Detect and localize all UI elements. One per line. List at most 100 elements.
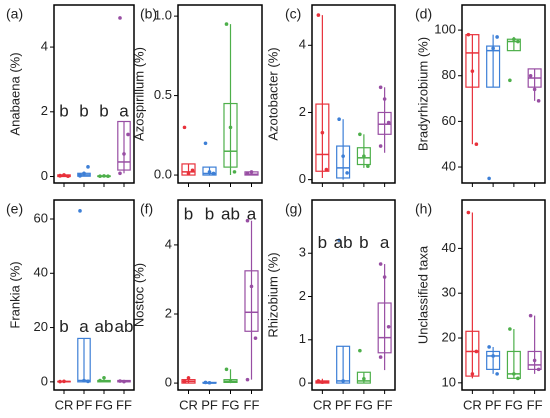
significance-letter: b xyxy=(79,101,88,120)
y-tick-label: 0.0 xyxy=(154,166,172,181)
point xyxy=(316,379,321,383)
box xyxy=(223,102,238,168)
point xyxy=(495,372,499,376)
point xyxy=(358,348,362,353)
point xyxy=(62,379,66,384)
point xyxy=(245,377,250,382)
point xyxy=(324,167,329,172)
point xyxy=(245,171,250,176)
point xyxy=(66,174,70,179)
point xyxy=(182,125,187,130)
point xyxy=(186,171,191,176)
y-tick-label: 4 xyxy=(41,39,48,54)
point xyxy=(224,367,229,372)
point xyxy=(508,78,512,83)
point xyxy=(382,97,387,101)
point xyxy=(386,120,391,125)
point xyxy=(508,327,512,331)
y-axis-label: Frankia (%) xyxy=(7,261,22,328)
point xyxy=(358,132,362,137)
point xyxy=(86,165,90,169)
y-axis-label: Unclassified taxa xyxy=(415,245,430,344)
point xyxy=(203,141,208,146)
point xyxy=(466,210,471,215)
point xyxy=(378,85,383,90)
y-axis-label: Nostoc (%) xyxy=(131,263,146,327)
point xyxy=(203,380,208,385)
y-tick-label: 0 xyxy=(41,373,48,388)
y-tick-label: 0 xyxy=(41,168,48,183)
significance-letter: a xyxy=(247,205,257,224)
plot-frame xyxy=(53,4,135,184)
y-axis-label: Azotobacter (%) xyxy=(265,47,280,140)
plot-frame xyxy=(311,199,396,391)
y-tick-label: 2 xyxy=(165,305,172,320)
x-tick-label: CR xyxy=(313,397,332,412)
point xyxy=(78,209,82,213)
y-tick-label: 1.0 xyxy=(154,8,172,23)
y-axis-label: Azospirillum (%) xyxy=(131,47,146,141)
point xyxy=(337,238,341,243)
point xyxy=(487,345,491,349)
x-tick-label: PF xyxy=(335,397,352,412)
significance-letter: ab xyxy=(221,205,240,224)
point xyxy=(341,154,345,158)
point xyxy=(362,154,366,158)
point xyxy=(78,174,82,178)
significance-letter: b xyxy=(359,233,368,252)
point xyxy=(211,171,216,176)
x-tick-label: CR xyxy=(179,397,198,412)
point xyxy=(118,379,122,383)
point xyxy=(495,35,499,39)
x-tick-label: FG xyxy=(221,397,239,412)
point xyxy=(386,325,391,329)
point xyxy=(86,379,90,384)
point xyxy=(378,144,383,148)
y-tick-label: 4 xyxy=(299,37,306,52)
y-tick-label: 0 xyxy=(165,375,172,390)
box xyxy=(336,145,351,179)
point xyxy=(126,132,130,137)
box xyxy=(506,350,521,379)
point xyxy=(82,378,86,383)
significance-letter: ab xyxy=(334,233,353,252)
y-tick-label: 0 xyxy=(299,171,306,186)
y-tick-label: 80 xyxy=(442,67,456,82)
point xyxy=(58,173,62,178)
point xyxy=(207,170,212,174)
box xyxy=(486,45,501,88)
x-tick-label: FG xyxy=(355,397,373,412)
plot-frame xyxy=(461,199,546,391)
x-tick-label: PF xyxy=(201,397,218,412)
x-tick-label: FG xyxy=(95,397,113,412)
point xyxy=(320,130,325,135)
point xyxy=(532,87,537,92)
y-tick-label: 0.5 xyxy=(154,87,172,102)
point xyxy=(528,73,533,78)
point xyxy=(253,336,258,340)
significance-letter: b xyxy=(184,205,193,224)
point xyxy=(536,99,541,103)
y-tick-label: 10 xyxy=(442,374,456,389)
box xyxy=(486,350,501,370)
y-tick-label: 20 xyxy=(34,319,48,334)
point xyxy=(491,46,495,51)
y-tick-label: 40 xyxy=(34,265,48,280)
point xyxy=(516,39,520,44)
x-tick-label: FF xyxy=(116,397,132,412)
plot-frame xyxy=(53,199,135,391)
point xyxy=(249,284,254,289)
point xyxy=(118,171,122,176)
x-tick-label: FF xyxy=(244,397,260,412)
point xyxy=(232,170,237,174)
panel-label: (h) xyxy=(415,201,432,217)
significance-letter: b xyxy=(205,205,214,224)
significance-letter: a xyxy=(380,233,390,252)
point xyxy=(512,37,516,42)
y-tick-label: 40 xyxy=(442,240,456,255)
significance-letter: b xyxy=(318,233,327,252)
point xyxy=(470,372,475,376)
box xyxy=(356,147,371,166)
point xyxy=(122,379,126,384)
